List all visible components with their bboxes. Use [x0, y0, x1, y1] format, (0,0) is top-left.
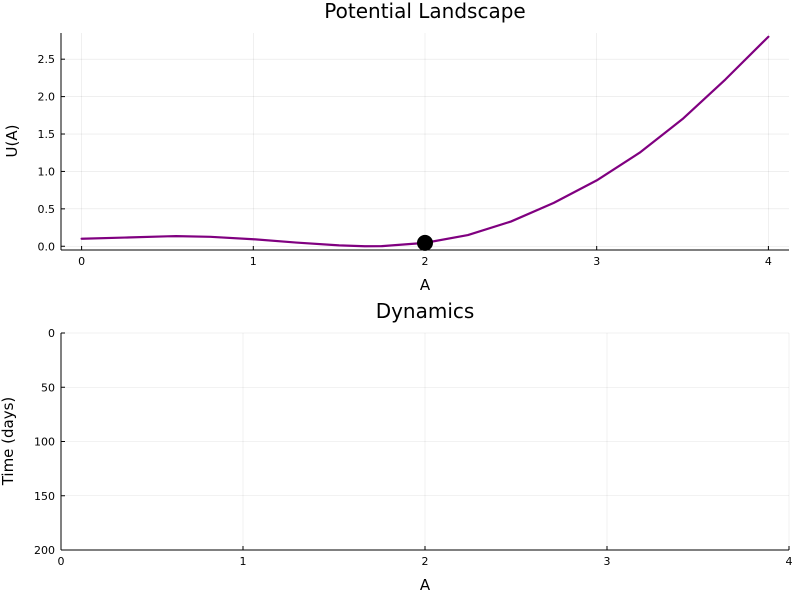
- dynamics-panel: Dynamics 0 1 2 3 4 0 50 100 150 200 A Time (days…: [0, 299, 793, 594]
- dynamics-x-tick-label-4: 4: [786, 555, 793, 568]
- potential-x-tick-label-1: 1: [250, 255, 257, 268]
- potential-y-tick-label-0: 0.0: [38, 240, 56, 253]
- dynamics-y-ticks: 0 50 100 150 200: [34, 327, 65, 557]
- potential-x-tick-label-3: 3: [593, 255, 600, 268]
- dynamics-x-tick-label-0: 0: [58, 555, 65, 568]
- dynamics-y-tick-label-0: 0: [48, 327, 55, 340]
- potential-y-tick-label-1: 0.5: [38, 203, 56, 216]
- potential-x-tick-label-2: 2: [422, 255, 429, 268]
- potential-state-marker: [417, 234, 433, 251]
- potential-marker-layer: [417, 234, 433, 251]
- dynamics-y-tick-label-4: 200: [34, 544, 55, 557]
- dynamics-x-tick-label-3: 3: [604, 555, 611, 568]
- potential-y-label: U(A): [3, 125, 21, 158]
- potential-title: Potential Landscape: [324, 0, 525, 23]
- potential-grid: [61, 33, 789, 250]
- dynamics-y-tick-label-3: 150: [34, 490, 55, 503]
- dynamics-y-label: Time (days): [0, 397, 17, 487]
- dynamics-x-tick-label-2: 2: [422, 555, 429, 568]
- potential-y-ticks: 0.0 0.5 1.0 1.5 2.0 2.5: [38, 53, 65, 253]
- potential-landscape-panel: Potential Landscape 0 1 2 3 4 0.0 0.5 1.0 1.5 2.…: [3, 0, 789, 294]
- dynamics-x-tick-label-1: 1: [240, 555, 247, 568]
- dynamics-y-tick-label-2: 100: [34, 436, 55, 449]
- dynamics-y-tick-label-1: 50: [41, 381, 55, 394]
- dynamics-x-label: A: [420, 576, 431, 594]
- potential-y-tick-label-4: 2.0: [38, 91, 56, 104]
- potential-y-tick-label-3: 1.5: [38, 128, 56, 141]
- potential-x-tick-label-4: 4: [765, 255, 772, 268]
- potential-x-tick-label-0: 0: [78, 255, 85, 268]
- potential-x-label: A: [420, 276, 431, 294]
- dynamics-x-ticks: 0 1 2 3 4: [58, 546, 793, 568]
- potential-series: [80, 35, 770, 248]
- potential-y-tick-label-2: 1.0: [38, 165, 56, 178]
- dynamics-title: Dynamics: [376, 299, 475, 323]
- dynamics-grid: [60, 332, 790, 551]
- potential-y-tick-label-5: 2.5: [38, 53, 56, 66]
- potential-series-line-0: [80, 35, 770, 248]
